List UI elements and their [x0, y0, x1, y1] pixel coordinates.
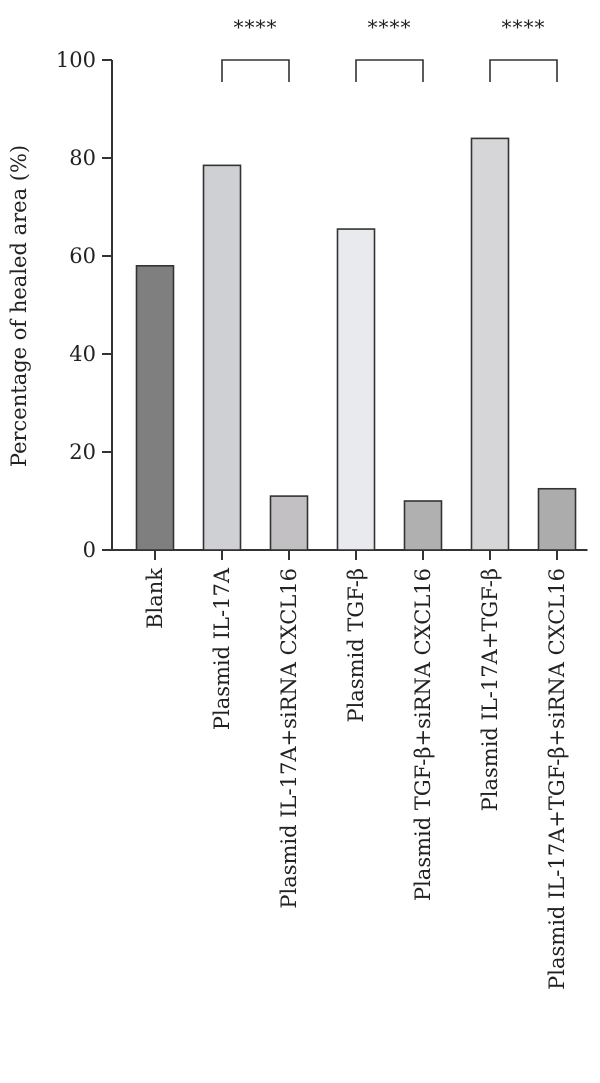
y-tick-label: 20 [69, 440, 96, 464]
significance-label: **** [368, 15, 412, 39]
y-tick-label: 80 [69, 146, 96, 170]
bar [135, 264, 175, 551]
bar [269, 495, 309, 551]
y-tick-label: 40 [69, 342, 96, 366]
significance-bracket [489, 59, 558, 82]
bar [470, 137, 510, 551]
x-tick-label: Blank [143, 568, 167, 629]
bar [537, 487, 577, 551]
y-tick-label: 100 [56, 48, 96, 72]
x-tick-label: Plasmid IL-17A+TGF-β [478, 568, 502, 811]
y-tick-label: 0 [83, 538, 96, 562]
x-tick-label: Plasmid IL-17A+TGF-β+siRNA CXCL16 [545, 568, 569, 990]
significance-label: **** [234, 15, 278, 39]
significance-brackets: **** **** **** [221, 15, 558, 82]
x-tick-label: Plasmid IL-17A [210, 567, 234, 730]
bar [336, 228, 376, 551]
bar [403, 500, 443, 551]
x-tick-label: Plasmid TGF-β+siRNA CXCL16 [411, 568, 435, 901]
y-tick-label: 60 [69, 244, 96, 268]
bar [202, 164, 242, 551]
significance-bracket [355, 59, 424, 82]
x-tick-label: Plasmid TGF-β [344, 568, 368, 723]
significance-bracket [221, 59, 290, 82]
y-axis-label: Percentage of healed area (%) [7, 145, 31, 467]
significance-label: **** [502, 15, 546, 39]
x-axis-labels: Blank Plasmid IL-17A Plasmid IL-17A+siRNA … [143, 567, 569, 990]
x-tick-label: Plasmid IL-17A+siRNA CXCL16 [277, 568, 301, 909]
bars [135, 137, 577, 560]
